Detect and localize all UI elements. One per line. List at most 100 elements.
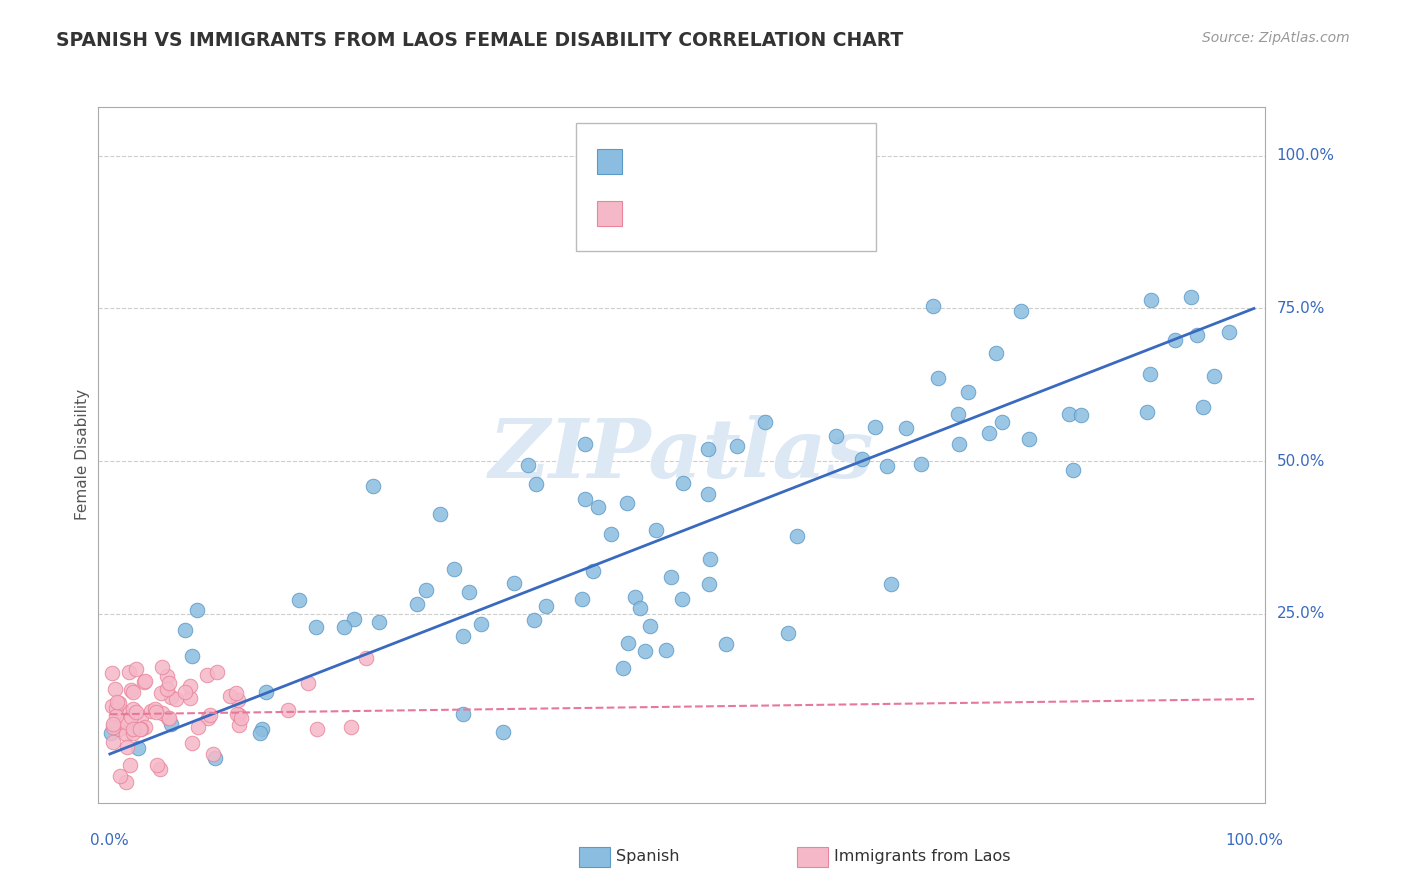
Text: N = 70: N = 70 [727,204,786,222]
Point [108,769,131,783]
Point [367,615,389,629]
Point [139,704,162,718]
Point [1136,405,1159,419]
Point [354,650,377,665]
Point [226,707,249,722]
Text: 0.557: 0.557 [666,152,720,170]
Point [120,683,142,698]
Point [225,685,247,699]
Point [104,709,127,723]
Point [156,711,179,725]
Point [824,428,846,442]
Point [415,582,437,597]
Point [111,704,134,718]
Point [174,623,197,637]
Text: Immigrants from Laos: Immigrants from Laos [834,849,1011,863]
Point [986,346,1008,360]
Point [1218,326,1240,340]
Text: Source: ZipAtlas.com: Source: ZipAtlas.com [1202,31,1350,45]
Point [120,710,142,724]
Point [205,665,228,679]
Point [333,620,356,634]
Point [179,679,201,693]
Point [1202,369,1225,384]
Point [776,626,799,640]
Point [288,593,311,607]
Point [876,458,898,473]
Point [228,692,250,706]
Point [115,739,138,754]
Text: R =: R = [631,152,668,170]
Point [132,674,155,689]
Point [127,741,149,756]
Point [159,716,181,731]
Point [187,720,209,734]
Point [571,591,593,606]
Point [145,705,167,719]
Text: 75.0%: 75.0% [1277,301,1324,316]
Point [754,415,776,429]
Point [363,479,385,493]
Point [524,476,547,491]
Point [443,562,465,576]
Point [157,675,180,690]
Point [202,747,225,761]
Point [179,690,201,705]
Point [231,711,253,725]
Point [134,720,156,734]
Point [638,618,661,632]
Point [880,577,903,591]
Point [149,762,172,776]
Point [502,576,524,591]
Point [340,720,363,734]
Point [979,425,1001,440]
Point [101,698,124,713]
Point [1185,327,1208,342]
Point [122,702,145,716]
Point [1192,401,1215,415]
Point [121,722,143,736]
Point [574,491,596,506]
Point [1018,432,1040,446]
Point [725,439,748,453]
Point [492,725,515,739]
Point [277,703,299,717]
Point [150,659,173,673]
Text: 25.0%: 25.0% [1277,606,1324,621]
Point [146,758,169,772]
Point [156,669,179,683]
Point [582,565,605,579]
Point [195,668,218,682]
Point [128,722,150,736]
Point [654,643,676,657]
Point [204,751,226,765]
Text: 100.0%: 100.0% [1277,148,1334,163]
Point [586,500,609,514]
Text: 100.0%: 100.0% [1225,833,1282,848]
Point [672,475,695,490]
Point [157,711,180,725]
Point [131,710,153,724]
Point [307,722,329,736]
Point [160,690,183,704]
Point [634,644,657,658]
Point [108,696,131,710]
Point [228,718,250,732]
Point [103,734,125,748]
Point [297,676,319,690]
Point [1164,333,1187,347]
Point [927,371,949,385]
Text: 0.0%: 0.0% [90,833,129,848]
Text: ZIPatlas: ZIPatlas [489,415,875,495]
Point [697,487,720,501]
Text: N = 86: N = 86 [727,152,786,170]
Point [910,458,932,472]
Point [103,717,125,731]
Point [451,630,474,644]
Point [129,722,152,736]
Point [120,758,142,772]
Point [574,436,596,450]
Point [1010,303,1032,318]
Point [1062,463,1084,477]
Point [617,635,640,649]
